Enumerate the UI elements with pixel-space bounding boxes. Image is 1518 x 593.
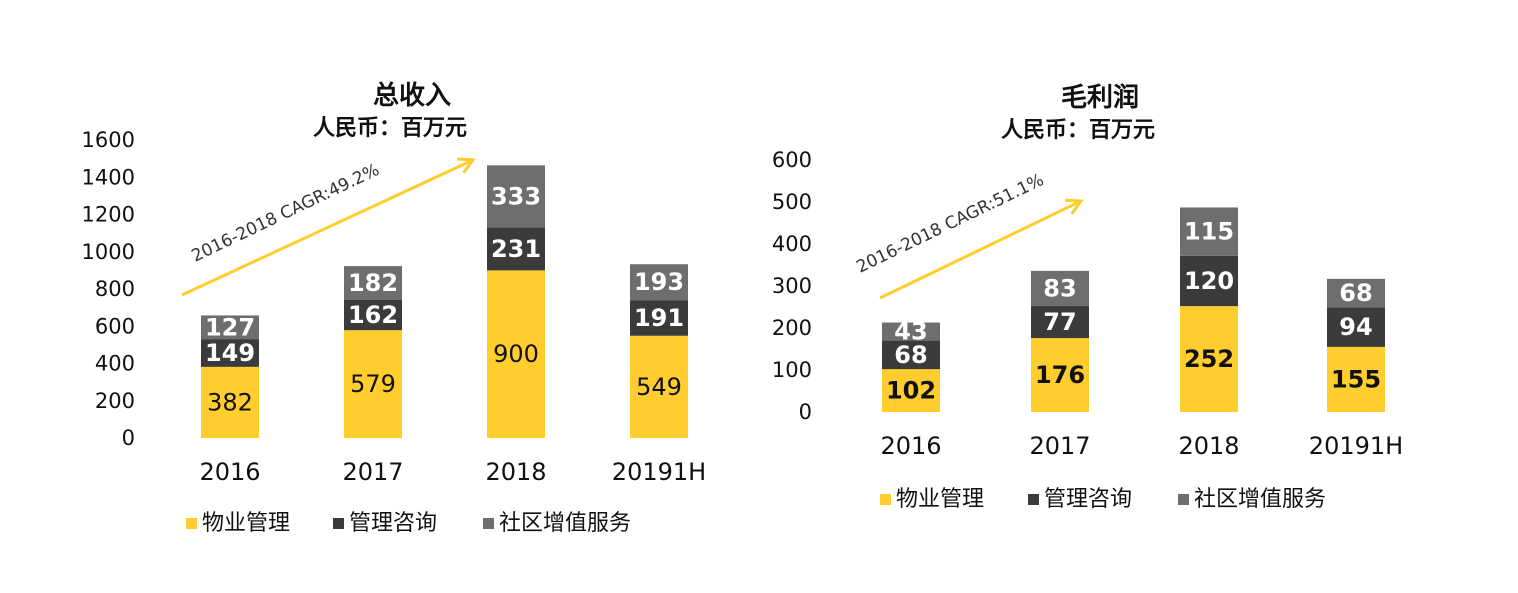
data-label: 182 [348,269,398,297]
cagr-arrow-line [181,158,474,297]
data-label: 252 [1184,345,1234,373]
bar-segment [487,270,545,438]
legend-swatch [1178,494,1189,505]
bar-segment [201,315,259,340]
x-tick-label: 2016 [199,458,260,486]
data-label: 68 [894,341,927,369]
legend-label: 社区增值服务 [1194,487,1326,512]
y-tick-label: 400 [772,232,812,256]
data-label: 162 [348,301,398,329]
data-label: 43 [894,318,927,346]
cagr-arrow-head [1064,198,1084,215]
bar-segment [201,366,259,438]
bar-segment [487,227,545,271]
data-label: 333 [491,182,541,210]
y-tick-label: 800 [95,277,135,301]
data-label: 900 [493,340,539,368]
data-label: 382 [207,388,253,416]
bar-segment [882,322,940,341]
legend-swatch [483,518,494,529]
bar-segment [1180,306,1238,412]
data-label: 102 [886,377,936,405]
bar-segment [487,165,545,228]
legend-swatch [186,518,197,529]
legend-label: 物业管理 [896,487,984,512]
bar-segment [1031,270,1089,306]
y-tick-label: 0 [122,426,135,450]
bar-segment [1327,307,1385,347]
data-label: 68 [1339,279,1372,307]
x-tick-label: 2018 [1178,432,1239,460]
chart-subtitle: 人民币：百万元 [1001,118,1155,143]
data-label: 176 [1035,361,1085,389]
y-tick-label: 400 [95,352,135,376]
legend-label: 社区增值服务 [499,511,631,536]
bar-segment [1031,338,1089,412]
data-label: 191 [634,304,684,332]
bar-segment [1180,255,1238,307]
cagr-annotation: 2016-2018 CAGR:51.1% [853,170,1047,277]
x-tick-label: 20191H [612,458,706,486]
cagr-arrow-line [879,199,1082,300]
legend-swatch [880,494,891,505]
chart-title: 总收入 [373,81,451,111]
x-tick-label: 2017 [1029,432,1090,460]
y-tick-label: 200 [95,389,135,413]
legend-swatch [1028,494,1039,505]
data-label: 77 [1043,308,1076,336]
x-tick-label: 2016 [880,432,941,460]
data-label: 193 [634,268,684,296]
data-label: 127 [205,313,255,341]
y-tick-label: 1400 [82,165,135,189]
y-tick-label: 600 [772,148,812,172]
bar-segment [882,340,940,370]
y-tick-label: 200 [772,316,812,340]
y-tick-label: 0 [799,400,812,424]
y-tick-label: 600 [95,314,135,338]
chart-subtitle: 人民币：百万元 [313,116,467,141]
bar-segment [1327,278,1385,308]
data-label: 231 [491,235,541,263]
cagr-arrow-head [456,157,476,174]
bar-segment [344,330,402,438]
y-tick-label: 500 [772,190,812,214]
data-label: 83 [1043,274,1076,302]
bar-segment [630,300,688,336]
data-label: 579 [350,370,396,398]
data-label: 115 [1184,218,1234,246]
y-tick-label: 300 [772,274,812,298]
y-tick-label: 100 [772,358,812,382]
legend-swatch [333,518,344,529]
data-label: 549 [636,373,682,401]
bar-segment [344,299,402,331]
bar-segment [630,264,688,301]
x-tick-label: 2018 [485,458,546,486]
y-tick-label: 1200 [82,203,135,227]
data-label: 120 [1184,267,1234,295]
bar-segment [344,266,402,300]
legend-label: 物业管理 [202,511,290,536]
x-tick-label: 20191H [1309,432,1403,460]
bar-segment [1327,346,1385,412]
bar-segment [1031,305,1089,339]
bar-segment [1180,207,1238,256]
legend-label: 管理咨询 [1044,487,1132,512]
x-tick-label: 2017 [342,458,403,486]
data-label: 155 [1331,365,1381,393]
data-label: 94 [1339,313,1372,341]
chart-title: 毛利润 [1061,82,1139,113]
y-tick-label: 1600 [82,128,135,152]
bar-segment [630,335,688,438]
cagr-annotation: 2016-2018 CAGR:49.2% [189,160,383,267]
data-label: 149 [205,339,255,367]
bar-segment [882,369,940,412]
bar-segment [201,339,259,367]
y-tick-label: 1000 [82,240,135,264]
legend-label: 管理咨询 [349,511,437,536]
